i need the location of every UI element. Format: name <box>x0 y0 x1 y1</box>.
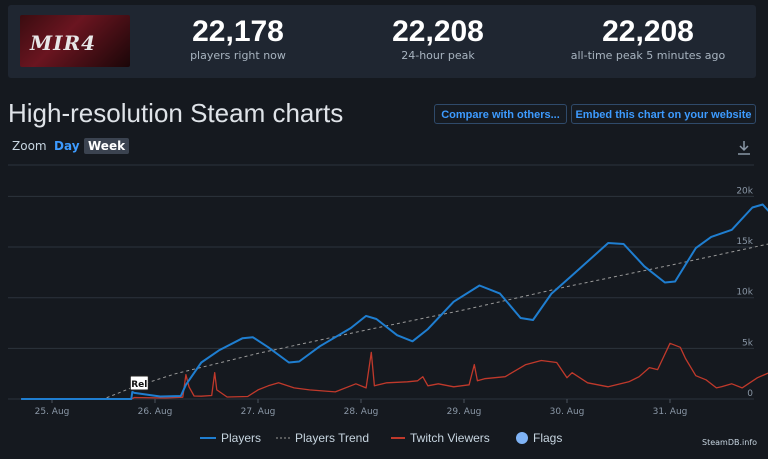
legend-trend-swatch <box>276 437 290 439</box>
section-title: High-resolution Steam charts <box>8 98 344 128</box>
legend-players[interactable]: Players <box>200 431 261 445</box>
peak-24h-stat: 22,208 24-hour peak <box>378 15 498 63</box>
x-tick-label: 28. Aug <box>344 407 379 417</box>
current-players-stat: 22,178 players right now <box>178 15 298 63</box>
legend-players-swatch <box>200 437 216 439</box>
x-tick-label: 29. Aug <box>447 407 482 417</box>
legend-flags-swatch <box>516 432 528 444</box>
legend-trend-label: Players Trend <box>295 431 370 445</box>
peak-24h-label: 24-hour peak <box>401 49 475 62</box>
game-logo: MIR4 <box>30 31 97 55</box>
current-players-value: 22,178 <box>192 15 284 48</box>
all-time-peak-value: 22,208 <box>602 15 694 48</box>
x-tick-label: 31. Aug <box>653 407 688 417</box>
legend-twitch[interactable]: Twitch Viewers <box>391 431 490 445</box>
series-players-line <box>21 203 768 400</box>
all-time-peak-stat: 22,208 all-time peak 5 minutes ago <box>563 15 733 63</box>
current-players-label: players right now <box>190 49 286 62</box>
download-icon[interactable] <box>737 140 751 156</box>
legend-trend[interactable]: Players Trend <box>276 431 369 445</box>
y-tick-label: 0 <box>747 389 753 399</box>
y-tick-label: 20k <box>736 186 753 196</box>
stats-bar: MIR4 22,178 players right now 22,208 24-… <box>8 5 756 78</box>
series-players-trend-line <box>82 243 768 400</box>
zoom-label: Zoom <box>12 139 47 153</box>
player-count-chart: 0 5k 10k 15k 20k 25. Aug 26. Aug 27. Aug 28. Aug… <box>8 164 768 417</box>
legend-players-label: Players <box>221 431 262 445</box>
y-tick-label: 15k <box>736 237 753 247</box>
x-tick-label: 30. Aug <box>550 407 585 417</box>
y-tick-label: 10k <box>736 288 753 298</box>
legend-flags[interactable]: Flags <box>515 431 562 445</box>
x-tick-label: 25. Aug <box>35 407 70 417</box>
zoom-day-button[interactable]: Day <box>54 139 80 153</box>
legend-twitch-label: Twitch Viewers <box>410 431 490 445</box>
release-flag-box <box>129 375 149 391</box>
steamdb-credit: SteamDB.info <box>702 438 758 447</box>
release-flag-label: Rel <box>131 380 147 390</box>
compare-button[interactable]: Compare with others... <box>434 104 567 124</box>
legend-twitch-swatch <box>391 437 405 439</box>
series-twitch-viewers-line <box>21 342 768 400</box>
y-tick-label: 5k <box>742 338 754 348</box>
x-tick-label: 27. Aug <box>241 407 276 417</box>
zoom-week-button[interactable]: Week <box>84 138 130 154</box>
peak-24h-value: 22,208 <box>392 15 484 48</box>
legend-flags-label: Flags <box>533 431 563 445</box>
all-time-peak-label: all-time peak 5 minutes ago <box>570 49 726 62</box>
x-tick-label: 26. Aug <box>138 407 173 417</box>
game-thumbnail[interactable]: MIR4 <box>20 15 130 67</box>
embed-chart-button[interactable]: Embed this chart on your website <box>571 104 756 124</box>
